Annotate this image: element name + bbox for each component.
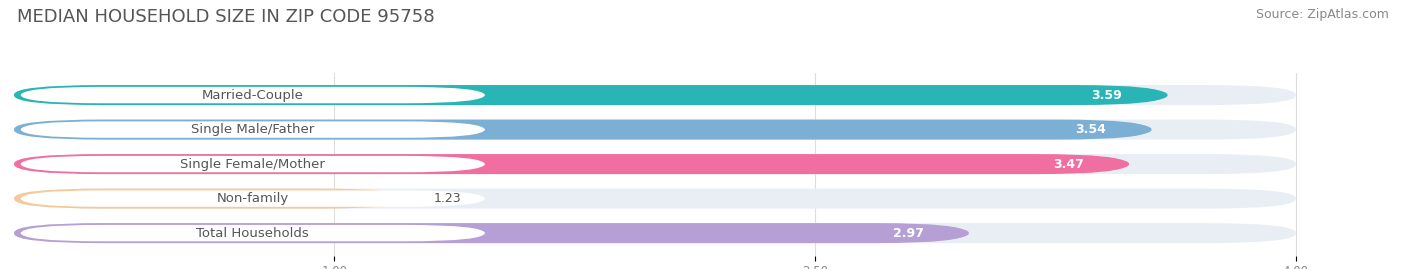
FancyBboxPatch shape <box>21 121 485 138</box>
FancyBboxPatch shape <box>14 119 1149 140</box>
Text: Source: ZipAtlas.com: Source: ZipAtlas.com <box>1256 8 1389 21</box>
FancyBboxPatch shape <box>14 189 408 209</box>
Text: 3.47: 3.47 <box>1053 158 1084 171</box>
Text: Non-family: Non-family <box>217 192 288 205</box>
Text: Married-Couple: Married-Couple <box>202 89 304 102</box>
FancyBboxPatch shape <box>1046 87 1167 103</box>
FancyBboxPatch shape <box>21 87 485 103</box>
FancyBboxPatch shape <box>14 85 1296 105</box>
Text: Total Households: Total Households <box>197 226 309 240</box>
FancyBboxPatch shape <box>14 223 1296 243</box>
FancyBboxPatch shape <box>14 189 1296 209</box>
FancyBboxPatch shape <box>1008 156 1129 172</box>
FancyBboxPatch shape <box>21 156 485 172</box>
FancyBboxPatch shape <box>1029 121 1152 138</box>
Text: Single Male/Father: Single Male/Father <box>191 123 315 136</box>
FancyBboxPatch shape <box>21 225 485 241</box>
Text: 2.97: 2.97 <box>893 226 924 240</box>
Text: MEDIAN HOUSEHOLD SIZE IN ZIP CODE 95758: MEDIAN HOUSEHOLD SIZE IN ZIP CODE 95758 <box>17 8 434 26</box>
FancyBboxPatch shape <box>14 119 1296 140</box>
Text: 1.23: 1.23 <box>434 192 461 205</box>
FancyBboxPatch shape <box>14 154 1296 174</box>
FancyBboxPatch shape <box>848 225 969 241</box>
FancyBboxPatch shape <box>14 223 966 243</box>
FancyBboxPatch shape <box>14 154 1126 174</box>
FancyBboxPatch shape <box>21 190 485 207</box>
Text: 3.59: 3.59 <box>1091 89 1122 102</box>
FancyBboxPatch shape <box>14 85 1164 105</box>
Text: Single Female/Mother: Single Female/Mother <box>180 158 325 171</box>
Text: 3.54: 3.54 <box>1076 123 1107 136</box>
